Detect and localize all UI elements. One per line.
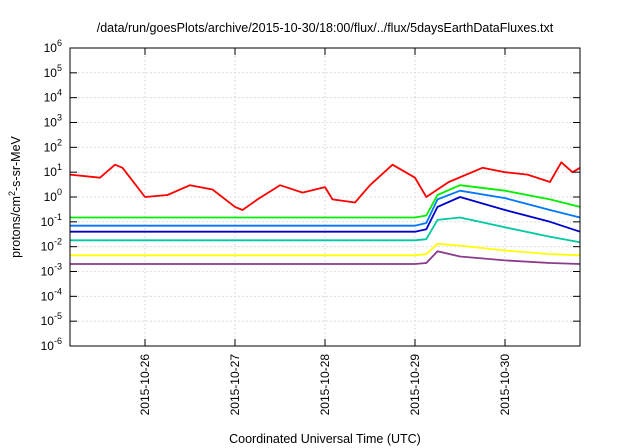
y-tick-label: 10-2 xyxy=(41,237,62,254)
series-line-7 xyxy=(70,250,581,265)
y-tick-exponent: -1 xyxy=(54,212,62,222)
y-tick-base: 10 xyxy=(44,165,58,179)
y-tick-labels: 10-610-510-410-310-210-11001011021031041… xyxy=(41,38,62,353)
y-tick-label: 10-5 xyxy=(41,311,62,328)
chart-title: /data/run/goesPlots/archive/2015-10-30/1… xyxy=(97,21,554,35)
y-tick-base: 10 xyxy=(44,116,58,130)
y-tick-exponent: -3 xyxy=(54,262,62,272)
series-line-3 xyxy=(70,189,581,227)
y-tick-label: 102 xyxy=(44,137,62,154)
y-tick-label: 105 xyxy=(44,63,62,80)
y-tick-exponent: -2 xyxy=(54,237,62,247)
y-tick-exponent: -6 xyxy=(54,336,62,346)
y-tick-label: 10-1 xyxy=(41,212,62,229)
x-axis-label: Coordinated Universal Time (UTC) xyxy=(229,432,421,446)
y-tick-base: 10 xyxy=(41,265,55,279)
y-axis-label: protons/cm2-s-sr-MeV xyxy=(7,135,23,257)
y-tick-base: 10 xyxy=(41,289,55,303)
y-tick-exponent: -4 xyxy=(54,286,62,296)
y-tick-label: 104 xyxy=(44,88,62,105)
x-tick-label: 2015-10-30 xyxy=(498,354,512,416)
grid xyxy=(70,48,580,346)
series-line-4 xyxy=(70,196,581,233)
series-line-6 xyxy=(70,242,581,257)
y-tick-base: 10 xyxy=(44,41,58,55)
ticks xyxy=(70,47,580,347)
y-tick-label: 103 xyxy=(44,113,62,130)
series-line-2 xyxy=(70,184,581,219)
series-line-1 xyxy=(69,161,581,211)
y-axis-label-part: -s-sr-MeV xyxy=(9,135,23,191)
y-tick-base: 10 xyxy=(44,91,58,105)
y-tick-base: 10 xyxy=(44,140,58,154)
series-line-5 xyxy=(70,216,581,244)
y-tick-label: 10-3 xyxy=(41,262,62,279)
series-group xyxy=(69,161,581,265)
y-tick-exponent: 4 xyxy=(57,88,62,98)
y-tick-exponent: 6 xyxy=(57,38,62,48)
x-tick-label: 2015-10-27 xyxy=(228,354,242,416)
y-tick-label: 106 xyxy=(44,38,62,55)
y-tick-base: 10 xyxy=(41,215,55,229)
x-tick-label: 2015-10-28 xyxy=(318,354,332,416)
y-tick-label: 100 xyxy=(44,187,62,204)
x-tick-label: 2015-10-26 xyxy=(138,354,152,416)
y-tick-base: 10 xyxy=(44,190,58,204)
y-tick-label: 10-6 xyxy=(41,336,62,353)
y-tick-base: 10 xyxy=(44,66,58,80)
y-tick-base: 10 xyxy=(41,339,55,353)
y-tick-exponent: 5 xyxy=(57,63,62,73)
x-tick-label: 2015-10-29 xyxy=(408,354,422,416)
y-axis-label-part: protons/cm xyxy=(9,196,23,258)
y-tick-exponent: 1 xyxy=(57,162,62,172)
y-tick-base: 10 xyxy=(41,314,55,328)
y-tick-base: 10 xyxy=(41,240,55,254)
y-axis-label-exponent: 2 xyxy=(7,191,17,196)
y-tick-exponent: 2 xyxy=(57,137,62,147)
y-tick-label: 101 xyxy=(44,162,62,179)
y-tick-label: 10-4 xyxy=(41,286,62,303)
y-tick-exponent: 3 xyxy=(57,113,62,123)
x-tick-labels: 2015-10-26 2015-10-27 2015-10-28 2015-10-29… xyxy=(138,354,512,416)
y-tick-exponent: -5 xyxy=(54,311,62,321)
y-tick-exponent: 0 xyxy=(57,187,62,197)
